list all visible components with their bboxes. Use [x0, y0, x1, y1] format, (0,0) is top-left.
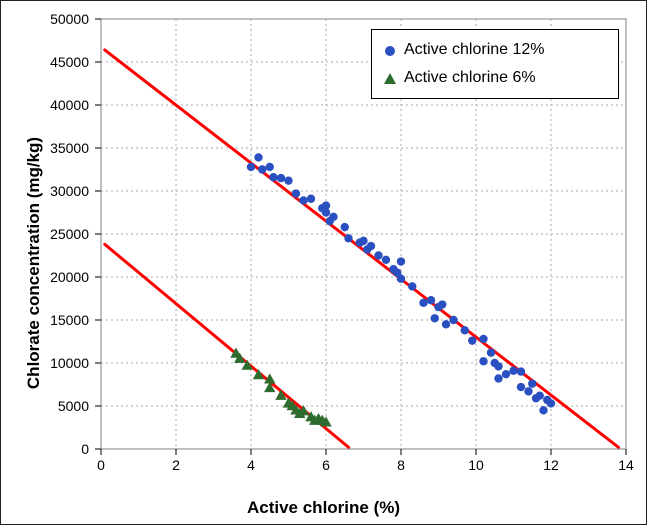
data-point-s12	[479, 335, 487, 343]
legend-marker-s6	[382, 71, 396, 85]
data-point-s12	[397, 275, 405, 283]
x-tick-label: 8	[397, 457, 405, 473]
data-point-s12	[528, 379, 536, 387]
data-point-s12	[258, 165, 266, 173]
x-tick-label: 6	[322, 457, 330, 473]
y-tick-label: 5000	[58, 398, 89, 414]
y-tick-label: 30000	[50, 183, 89, 199]
legend-label: Active chlorine 12%	[404, 41, 545, 59]
data-point-s12	[502, 370, 510, 378]
data-point-s12	[341, 223, 349, 231]
y-axis-label: Chlorate concentration (mg/kg)	[24, 136, 44, 388]
data-point-s12	[427, 296, 435, 304]
data-point-s12	[438, 300, 446, 308]
y-tick-label: 50000	[50, 11, 89, 27]
data-point-s12	[284, 176, 292, 184]
x-tick-label: 14	[618, 457, 634, 473]
y-tick-label: 25000	[50, 226, 89, 242]
data-point-s12	[487, 348, 495, 356]
data-point-s12	[344, 234, 352, 242]
legend-marker-s12	[382, 43, 396, 57]
data-point-s12	[419, 299, 427, 307]
data-point-s12	[374, 251, 382, 259]
data-point-s12	[539, 406, 547, 414]
data-point-s12	[536, 391, 544, 399]
y-tick-label: 35000	[50, 140, 89, 156]
data-point-s12	[299, 196, 307, 204]
legend-item-s6: Active chlorine 6%	[382, 64, 608, 92]
data-point-s12	[517, 367, 525, 375]
x-axis-label: Active chlorine (%)	[247, 498, 400, 518]
data-point-s12	[494, 362, 502, 370]
data-point-s12	[329, 213, 337, 221]
data-point-s12	[277, 174, 285, 182]
data-point-s12	[269, 173, 277, 181]
data-point-s12	[322, 201, 330, 209]
data-point-s12	[408, 282, 416, 290]
data-point-s12	[494, 374, 502, 382]
y-tick-label: 45000	[50, 54, 89, 70]
data-point-s12	[292, 189, 300, 197]
data-point-s12	[449, 316, 457, 324]
data-point-s12	[461, 326, 469, 334]
data-point-s12	[359, 237, 367, 245]
figure-frame: Chlorate concentration (mg/kg) Active ch…	[0, 0, 647, 525]
data-point-s12	[397, 257, 405, 265]
data-point-s12	[442, 320, 450, 328]
data-point-s12	[247, 163, 255, 171]
data-point-s12	[431, 314, 439, 322]
y-tick-label: 0	[81, 441, 89, 457]
data-point-s12	[517, 383, 525, 391]
data-point-s12	[479, 357, 487, 365]
legend-item-s12: Active chlorine 12%	[382, 36, 608, 64]
x-tick-label: 12	[543, 457, 559, 473]
data-point-s12	[266, 163, 274, 171]
x-tick-label: 2	[172, 457, 180, 473]
data-point-s12	[524, 387, 532, 395]
legend-box: Active chlorine 12% Active chlorine 6%	[371, 29, 619, 99]
data-point-s12	[468, 336, 476, 344]
data-point-s12	[367, 242, 375, 250]
data-point-s12	[307, 195, 315, 203]
y-tick-label: 15000	[50, 312, 89, 328]
y-tick-label: 40000	[50, 97, 89, 113]
data-point-s12	[382, 256, 390, 264]
data-point-s12	[547, 399, 555, 407]
y-tick-label: 20000	[50, 269, 89, 285]
x-tick-label: 0	[97, 457, 105, 473]
data-point-s12	[254, 153, 262, 161]
x-tick-label: 4	[247, 457, 255, 473]
data-point-s12	[509, 367, 517, 375]
x-tick-label: 10	[468, 457, 484, 473]
y-tick-label: 10000	[50, 355, 89, 371]
legend-label: Active chlorine 6%	[404, 69, 536, 87]
